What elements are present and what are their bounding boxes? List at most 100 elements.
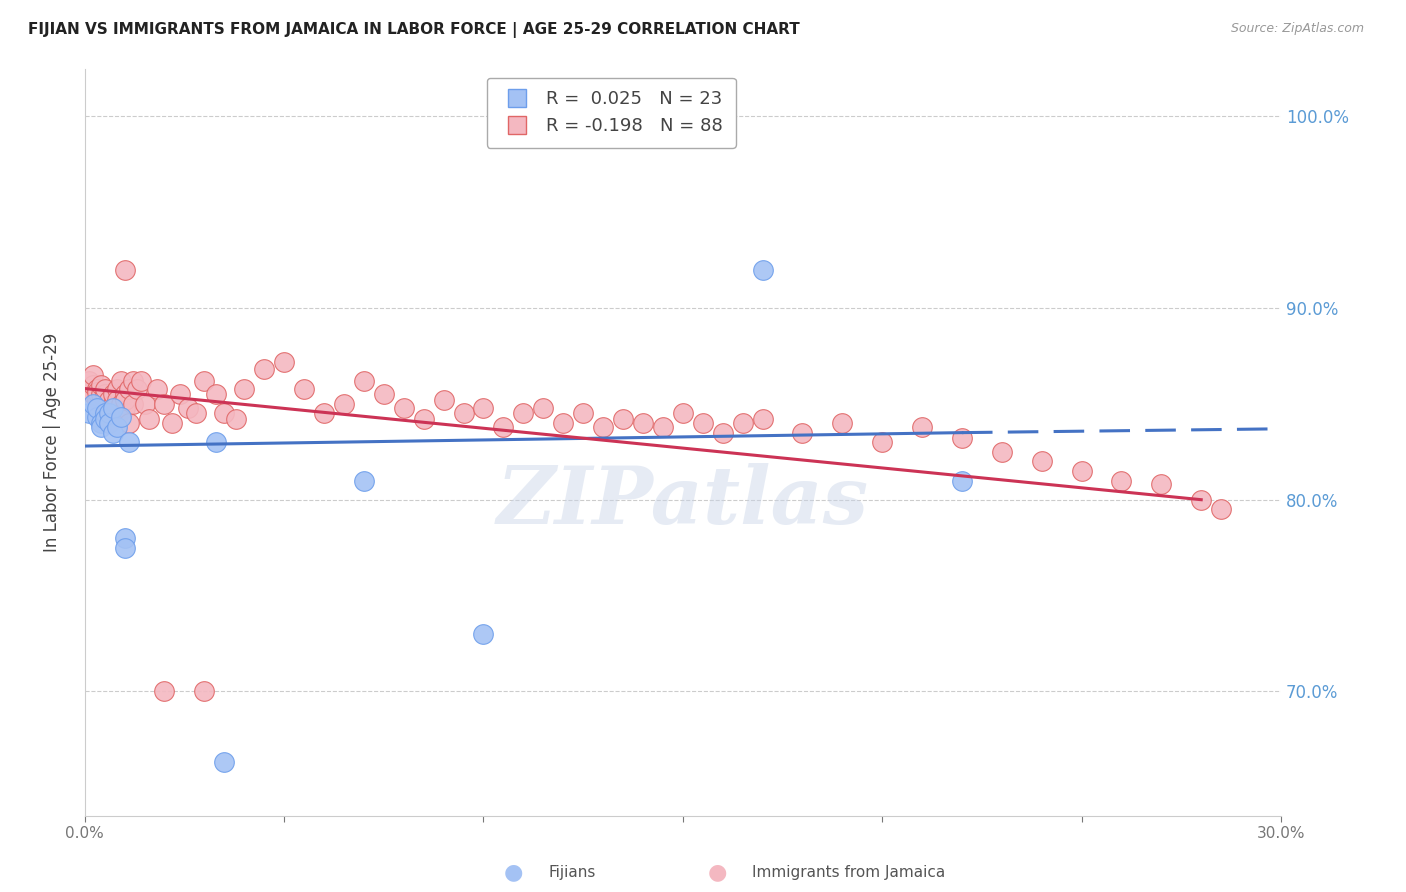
Point	[711, 425, 734, 440]
Point	[82, 397, 104, 411]
Point	[110, 374, 132, 388]
Point	[138, 412, 160, 426]
Point	[97, 401, 120, 415]
Point	[162, 416, 184, 430]
Point	[90, 397, 112, 411]
Point	[911, 420, 934, 434]
Point	[97, 407, 120, 421]
Point	[82, 377, 104, 392]
Point	[101, 401, 124, 415]
Point	[114, 401, 136, 415]
Point	[90, 416, 112, 430]
Point	[117, 435, 139, 450]
Point	[751, 412, 773, 426]
Point	[512, 407, 534, 421]
Point	[950, 431, 973, 445]
Point	[105, 420, 128, 434]
Point	[101, 397, 124, 411]
Point	[105, 410, 128, 425]
Point	[117, 382, 139, 396]
Point	[153, 684, 176, 698]
Point	[117, 416, 139, 430]
Point	[233, 382, 256, 396]
Point	[110, 397, 132, 411]
Point	[433, 392, 456, 407]
Point	[672, 407, 695, 421]
Point	[93, 382, 115, 396]
Point	[572, 407, 595, 421]
Point	[731, 416, 754, 430]
Point	[205, 435, 228, 450]
Point	[86, 410, 108, 425]
Point	[110, 410, 132, 425]
Point	[93, 407, 115, 421]
Text: ZIPatlas: ZIPatlas	[496, 463, 869, 541]
Point	[531, 401, 554, 415]
Point	[114, 541, 136, 555]
Point	[93, 412, 115, 426]
Point	[153, 397, 176, 411]
Point	[631, 416, 654, 430]
Point	[870, 435, 893, 450]
Point	[129, 374, 152, 388]
Point	[114, 387, 136, 401]
Point	[1189, 492, 1212, 507]
Point	[205, 387, 228, 401]
Point	[93, 407, 115, 421]
Point	[1211, 502, 1233, 516]
Point	[97, 392, 120, 407]
Text: Source: ZipAtlas.com: Source: ZipAtlas.com	[1230, 22, 1364, 36]
Point	[97, 416, 120, 430]
Point	[121, 374, 143, 388]
Point	[105, 382, 128, 396]
Point	[134, 397, 156, 411]
Point	[101, 387, 124, 401]
Point	[453, 407, 475, 421]
Point	[353, 374, 375, 388]
Point	[86, 385, 108, 400]
Point	[77, 407, 100, 421]
Point	[101, 401, 124, 415]
Point	[82, 368, 104, 383]
Point	[82, 387, 104, 401]
Point	[353, 474, 375, 488]
Point	[292, 382, 315, 396]
Point	[1111, 474, 1133, 488]
Point	[169, 387, 191, 401]
Point	[950, 474, 973, 488]
Point	[214, 407, 236, 421]
Text: ●: ●	[707, 863, 727, 882]
Point	[114, 392, 136, 407]
Legend: R =  0.025   N = 23, R = -0.198   N = 88: R = 0.025 N = 23, R = -0.198 N = 88	[486, 78, 735, 148]
Point	[101, 425, 124, 440]
Point	[97, 416, 120, 430]
Text: Immigrants from Jamaica: Immigrants from Jamaica	[752, 865, 945, 880]
Point	[692, 416, 714, 430]
Point	[553, 416, 575, 430]
Point	[90, 377, 112, 392]
Point	[472, 627, 495, 641]
Point	[145, 382, 167, 396]
Point	[253, 362, 276, 376]
Point	[991, 444, 1014, 458]
Text: Fijians: Fijians	[548, 865, 596, 880]
Point	[114, 531, 136, 545]
Point	[333, 397, 356, 411]
Point	[114, 262, 136, 277]
Point	[492, 420, 515, 434]
Y-axis label: In Labor Force | Age 25-29: In Labor Force | Age 25-29	[44, 333, 60, 552]
Point	[125, 382, 148, 396]
Point	[792, 425, 814, 440]
Point	[373, 387, 395, 401]
Point	[831, 416, 853, 430]
Point	[592, 420, 614, 434]
Point	[1150, 477, 1173, 491]
Point	[193, 374, 215, 388]
Point	[177, 401, 200, 415]
Point	[472, 401, 495, 415]
Point	[1070, 464, 1092, 478]
Point	[186, 407, 208, 421]
Point	[751, 262, 773, 277]
Point	[86, 401, 108, 415]
Point	[273, 355, 295, 369]
